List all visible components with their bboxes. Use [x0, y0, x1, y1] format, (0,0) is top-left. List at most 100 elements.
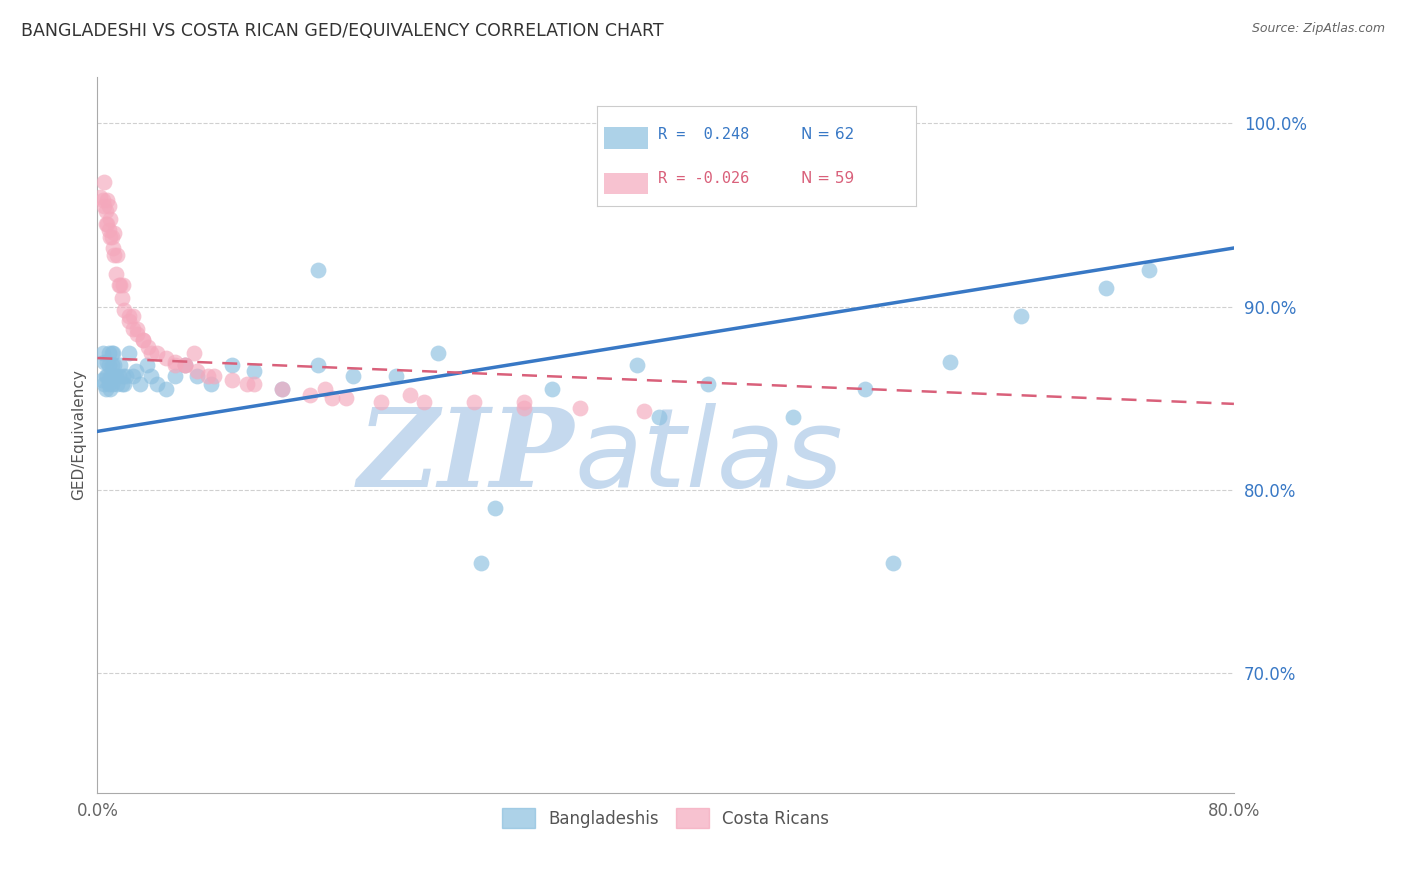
Point — [91, 194, 114, 208]
Point — [633, 404, 655, 418]
Point — [427, 345, 450, 359]
Point — [463, 395, 485, 409]
Point — [103, 248, 125, 262]
Point — [138, 340, 160, 354]
Point — [107, 369, 129, 384]
Point — [335, 392, 357, 406]
Point — [101, 345, 124, 359]
Point — [117, 309, 139, 323]
Point — [155, 382, 177, 396]
Point — [108, 277, 131, 292]
Point — [97, 376, 120, 391]
Point — [111, 369, 134, 384]
Point — [242, 364, 264, 378]
Point — [1010, 309, 1032, 323]
Point — [93, 354, 115, 368]
Text: ZIP: ZIP — [359, 403, 575, 510]
Point — [413, 395, 436, 409]
Point — [141, 345, 163, 359]
Point — [342, 369, 364, 384]
Point — [129, 376, 152, 391]
Point — [132, 333, 155, 347]
Point — [103, 227, 125, 241]
Point — [96, 369, 118, 384]
Point — [114, 369, 136, 384]
Point — [122, 369, 145, 384]
Point — [136, 359, 159, 373]
Point — [299, 387, 322, 401]
Point — [94, 382, 117, 396]
Point — [307, 263, 329, 277]
Point — [103, 359, 125, 373]
Point — [939, 354, 962, 368]
Text: atlas: atlas — [575, 403, 844, 510]
Point — [100, 230, 122, 244]
Point — [221, 359, 243, 373]
Point — [155, 351, 177, 365]
Point — [101, 369, 124, 384]
Point — [307, 359, 329, 373]
Point — [512, 395, 534, 409]
Point — [221, 373, 243, 387]
Point — [90, 373, 112, 387]
Point — [146, 376, 169, 391]
Point — [104, 369, 127, 384]
Point — [93, 175, 115, 189]
Point — [174, 359, 197, 373]
Text: BANGLADESHI VS COSTA RICAN GED/EQUIVALENCY CORRELATION CHART: BANGLADESHI VS COSTA RICAN GED/EQUIVALEN… — [21, 22, 664, 40]
Point — [1137, 263, 1160, 277]
Point — [96, 194, 118, 208]
Point — [174, 359, 197, 373]
Point — [853, 382, 876, 396]
Point — [235, 376, 257, 391]
Point — [399, 387, 422, 401]
Point — [314, 382, 336, 396]
Point — [321, 392, 343, 406]
Point — [186, 364, 208, 378]
Point — [697, 376, 720, 391]
Point — [100, 376, 122, 391]
Text: Source: ZipAtlas.com: Source: ZipAtlas.com — [1251, 22, 1385, 36]
Point — [110, 376, 132, 391]
Point — [141, 369, 163, 384]
Point — [101, 241, 124, 255]
Point — [271, 382, 294, 396]
Point — [91, 345, 114, 359]
Point — [122, 321, 145, 335]
Point — [183, 345, 205, 359]
Point — [271, 382, 294, 396]
Point — [541, 382, 564, 396]
Point — [93, 376, 115, 391]
Point — [165, 354, 187, 368]
Point — [127, 327, 149, 342]
Point — [98, 211, 121, 226]
Point — [100, 345, 122, 359]
Point — [647, 409, 669, 424]
Point — [98, 369, 121, 384]
Point — [112, 376, 135, 391]
Point — [94, 217, 117, 231]
Point — [127, 321, 149, 335]
Point — [125, 364, 148, 378]
Point — [569, 401, 592, 415]
Point — [146, 345, 169, 359]
Point — [202, 369, 225, 384]
Point — [165, 369, 187, 384]
Point — [626, 359, 648, 373]
Point — [96, 354, 118, 368]
Point — [94, 369, 117, 384]
Point — [197, 369, 219, 384]
Point — [96, 217, 118, 231]
Point — [384, 369, 406, 384]
Point — [186, 369, 208, 384]
Point — [882, 557, 904, 571]
Point — [97, 222, 120, 236]
Point — [105, 248, 128, 262]
Legend: Bangladeshis, Costa Ricans: Bangladeshis, Costa Ricans — [495, 802, 837, 834]
Point — [132, 333, 155, 347]
Point — [110, 291, 132, 305]
Point — [108, 359, 131, 373]
Point — [165, 359, 187, 373]
Point — [112, 303, 135, 318]
Point — [100, 359, 122, 373]
